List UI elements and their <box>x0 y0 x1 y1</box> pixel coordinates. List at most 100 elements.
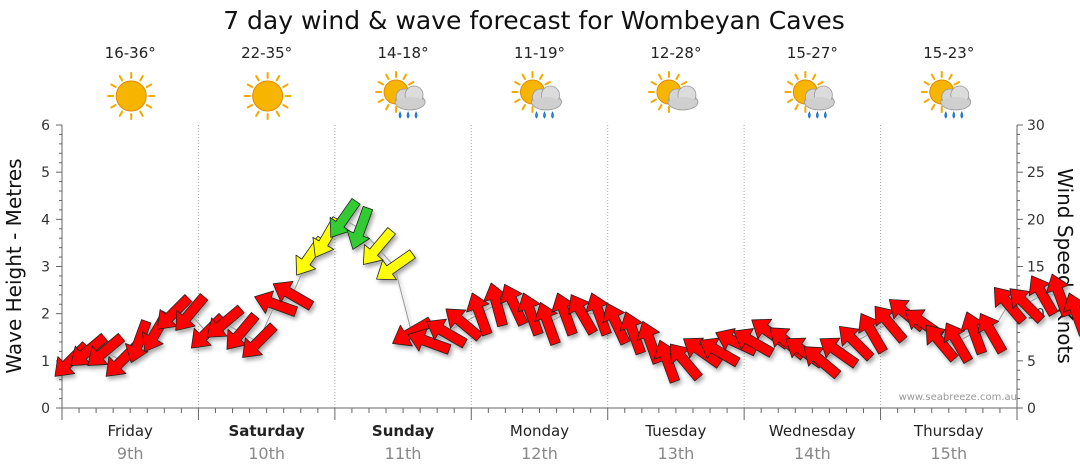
sun-ray <box>139 75 144 82</box>
rain-drop <box>815 111 819 119</box>
wind-arrow <box>1009 288 1046 324</box>
wind-arrow-shape <box>993 286 1027 325</box>
wind-arrow <box>392 316 434 347</box>
wind-arrow-shape <box>733 328 775 358</box>
sun-rain-cloud-icon <box>784 71 835 119</box>
wind-arrow <box>858 313 888 355</box>
wind-arrow <box>226 312 260 350</box>
wind-arrow <box>426 318 468 349</box>
sun-ray <box>110 104 117 109</box>
sun-ray <box>953 81 961 86</box>
wind-arrow-shape <box>87 333 126 366</box>
y-axis-ticks: 0 1 2 3 4 5 6 <box>41 118 62 417</box>
sun-ray <box>521 103 526 111</box>
wind-arrow-shape <box>803 346 842 380</box>
wind-arrow <box>156 294 193 330</box>
sun-ray <box>794 103 799 111</box>
sun-rain-cloud-icon <box>511 71 562 119</box>
wind-arrow <box>977 313 1008 355</box>
sun-ray <box>145 104 153 109</box>
wind-arrow-shape <box>585 292 612 337</box>
wind-arrow <box>483 282 508 328</box>
wind-arrow <box>534 302 561 346</box>
sun-ray <box>377 98 385 103</box>
wind-arrow <box>466 292 493 337</box>
wind-arrow <box>602 302 631 346</box>
wind-arrow-shape <box>534 302 561 346</box>
sun-ray <box>385 73 390 81</box>
sun-ray <box>680 81 688 86</box>
temperature-label: 12-28° <box>650 44 701 62</box>
wind-arrow-shape <box>874 305 908 344</box>
wind-arrow-shape <box>619 311 646 356</box>
sun-ray <box>385 103 390 111</box>
y2-axis-ticks: 051015202530 <box>1017 118 1045 417</box>
wind-arrow-shape <box>175 293 209 331</box>
day-date-label: 12th <box>521 444 558 463</box>
sun-ray <box>402 73 408 81</box>
wind-arrow <box>445 308 484 342</box>
rain-drop <box>414 111 418 119</box>
wind-arrow-shape <box>925 324 959 363</box>
sun-ray <box>246 83 254 88</box>
rain-drop <box>823 111 827 119</box>
wind-arrow <box>993 286 1027 325</box>
y2-tick-label: 15 <box>1027 260 1045 276</box>
sun-icon <box>243 72 292 120</box>
rain-drop <box>944 111 948 119</box>
day-name-label: Wednesday <box>769 422 856 440</box>
wind-arrow-shape <box>568 294 598 336</box>
sun-ray <box>657 103 663 111</box>
wind-arrow <box>1028 275 1059 317</box>
day-name-label: Tuesday <box>644 422 706 440</box>
wind-arrow <box>175 293 209 331</box>
wind-arrow <box>1062 292 1080 337</box>
cloud-fill <box>941 97 970 109</box>
wind-arrow <box>733 328 775 358</box>
sun-ray <box>521 73 526 81</box>
temperature-label: 11-19° <box>514 44 565 62</box>
rain-drop <box>406 111 410 119</box>
sun-ray <box>282 104 289 109</box>
sun-ray <box>923 98 930 103</box>
sun-ray <box>544 81 551 86</box>
y-tick-label: 0 <box>41 401 50 417</box>
wind-arrow <box>376 249 416 281</box>
wind-arrow-shape <box>1062 292 1080 337</box>
sun-ray <box>246 104 254 109</box>
sun-cloud-icon <box>647 71 699 113</box>
rain-drop <box>535 111 538 119</box>
wind-arrow-shape <box>376 249 416 281</box>
y-axis-label: Wave Height - Metres <box>2 158 26 373</box>
rain-drop <box>551 111 554 119</box>
cloud-shape <box>667 85 699 111</box>
wind-arrow <box>669 343 703 382</box>
sun-rain-cloud-icon <box>920 71 972 119</box>
sun-ray <box>118 110 124 117</box>
day-labels: Friday 9th Saturday 10th Sunday 11th Monday 12t… <box>107 422 983 463</box>
wind-arrow-shape <box>819 337 860 369</box>
sun-ray <box>118 75 124 82</box>
y-tick-label: 3 <box>41 260 50 276</box>
day-name-label: Monday <box>510 422 569 440</box>
wind-arrow-shape <box>156 294 193 330</box>
day-date-label: 9th <box>117 444 144 463</box>
y2-tick-label: 5 <box>1027 354 1036 370</box>
temperature-label: 15-27° <box>787 44 838 62</box>
temperature-label: 22-35° <box>241 44 292 62</box>
wind-arrow-shape <box>272 281 315 311</box>
cloud-fill <box>805 97 834 109</box>
sun-disc <box>115 80 147 112</box>
sun-ray <box>408 81 415 86</box>
cloud-fill <box>396 97 425 109</box>
cloud-fill <box>532 97 561 109</box>
sun-ray <box>275 110 281 117</box>
sun-ray <box>145 83 153 88</box>
wind-arrow-shape <box>1028 275 1059 317</box>
sun-ray <box>787 98 794 103</box>
cloud-shape <box>940 85 972 111</box>
sun-disc <box>252 80 284 112</box>
wind-arrow <box>87 333 126 366</box>
wind-arrow-shape <box>426 318 468 349</box>
wind-arrow <box>925 324 959 363</box>
